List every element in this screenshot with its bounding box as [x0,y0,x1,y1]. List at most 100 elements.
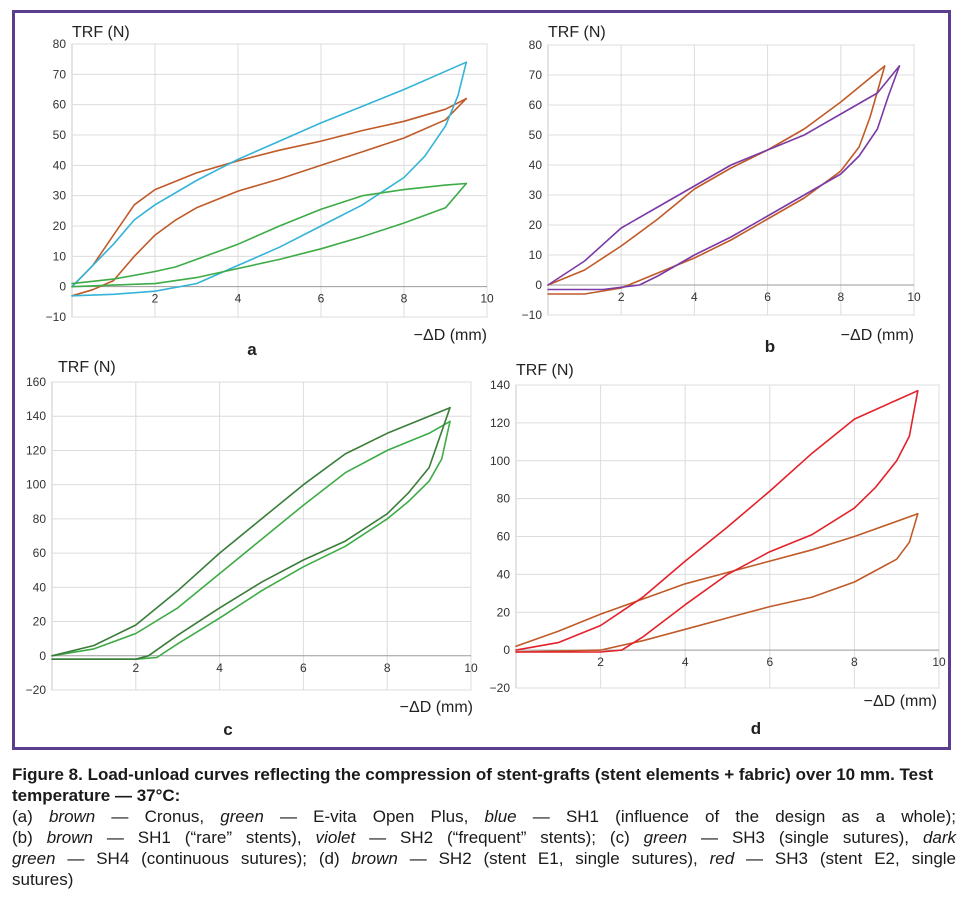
caption-run: green [643,828,688,847]
y-tick-label: 60 [53,98,67,112]
y-tick-label: 0 [59,280,66,294]
x-axis-title: −ΔD (mm) [864,693,937,710]
plot-area [71,43,488,318]
caption-line: (b) brown — SH1 (“rare” stents), violet … [12,827,956,848]
y-tick-label: 20 [53,219,67,233]
x-tick-label: 4 [682,655,689,669]
x-tick-label: 8 [384,661,391,675]
x-tick-label: 2 [618,290,625,304]
panel-label: c [223,720,232,739]
y-tick-label: 0 [503,643,510,657]
caption-run: — E-vita Open Plus, [263,807,485,826]
y-tick-label: 70 [529,68,543,82]
y-tick-label: 40 [33,580,47,594]
y-axis-title: TRF (N) [548,24,606,41]
chart-panel-d: −20 0 20 40 60 80 100 120 140 2 4 6 8 10 TRF (N) −ΔD (m… [490,362,946,738]
x-tick-label: 2 [132,661,139,675]
panel-label: d [751,719,761,738]
series-1-load-curve [547,65,901,291]
caption-title: Figure 8. Load-unload curves reflecting … [12,765,934,805]
caption-run: red [709,849,735,868]
series-0-unload-curve [51,420,451,657]
caption-run: brown [351,849,398,868]
y-tick-label: 60 [529,98,543,112]
x-tick-label: 4 [216,661,223,675]
caption-line: (a) brown — Cronus, green — E-vita Open … [12,806,956,827]
caption-run: brown [46,828,93,847]
caption-run: dark [922,828,957,847]
y-tick-label: 0 [39,649,46,663]
caption-run: — SH1 (influence of the design as a whol… [516,807,957,826]
y-tick-label: 30 [53,189,67,203]
y-tick-label: 80 [33,512,47,526]
series-1-unload-curve [51,406,451,657]
caption-run: — SH1 (“rare” stents), [93,828,316,847]
y-tick-label: −20 [26,683,47,697]
caption-line: green — SH4 (continuous sutures); (d) br… [12,848,956,869]
x-tick-label: 2 [152,292,159,306]
caption-run: violet [315,828,356,847]
x-tick-label: 4 [691,290,698,304]
y-tick-label: 100 [26,478,46,492]
series-1-load-curve [71,61,468,297]
y-tick-label: 40 [497,567,511,581]
series-1-unload-curve [71,61,468,288]
chart-panel-b: −10 0 10 20 30 40 50 60 70 80 2 4 6 8 10 TRF (N) −ΔD (mm… [522,24,921,356]
x-tick-label: 8 [837,290,844,304]
x-tick-label: 10 [480,292,494,306]
series-0-load-curve [51,420,451,660]
x-tick-label: 6 [318,292,325,306]
caption-body: (a) brown — Cronus, green — E-vita Open … [12,806,956,890]
caption-run: — SH3 (stent E2, single [734,849,957,868]
series-0-unload-curve [547,65,886,286]
y-tick-label: 50 [529,128,543,142]
y-tick-label: −20 [490,681,511,695]
y-tick-label: 80 [497,492,511,506]
x-tick-label: 6 [766,655,773,669]
series-1-load-curve [51,406,451,660]
chart-panel-c: −20 0 20 40 60 80 100 120 140 160 2 4 6 8 10 TRF (N) −ΔD… [26,359,478,739]
y-tick-label: 20 [497,605,511,619]
caption-run: (b) [12,828,47,847]
caption-run: — SH2 (“frequent” stents); (c) [355,828,644,847]
y-tick-label: 120 [490,416,510,430]
plot-area [547,44,915,316]
caption-line: sutures) [12,869,956,890]
series-1-unload-curve [515,389,919,651]
panel-label: b [765,337,775,356]
y-tick-label: 0 [535,278,542,292]
panel-label: a [247,340,257,359]
y-tick-label: 80 [529,38,543,52]
x-tick-label: 10 [907,290,921,304]
caption-run: green [220,807,264,826]
series-0-load-curve [71,97,468,297]
series-2-unload-curve [71,182,468,285]
series-0-unload-curve [71,97,468,288]
y-tick-label: 30 [529,188,543,202]
y-axis-title: TRF (N) [516,362,574,379]
y-tick-label: 140 [26,409,46,423]
plot-area [51,381,472,691]
caption-run: sutures) [12,870,74,889]
caption-run: — SH3 (single sutures), [687,828,923,847]
y-tick-label: 80 [53,37,67,51]
y-tick-label: 60 [497,530,511,544]
chart-panel-a: −10 0 10 20 30 40 50 60 70 80 2 4 6 8 10 TRF (N) −ΔD (mm… [46,24,494,359]
series-0-load-curve [547,65,886,295]
caption-run: — Cronus, [95,807,221,826]
x-tick-label: 6 [764,290,771,304]
y-tick-label: 20 [33,615,47,629]
caption-run: green [12,849,56,868]
caption-run: blue [484,807,517,826]
y-axis-title: TRF (N) [72,24,130,41]
x-axis-title: −ΔD (mm) [400,699,473,716]
y-tick-label: 40 [529,158,543,172]
y-tick-label: 40 [53,158,67,172]
y-tick-label: 140 [490,378,510,392]
x-tick-label: 2 [597,655,604,669]
x-axis-title: −ΔD (mm) [841,327,914,344]
series-0-load-curve [515,513,919,653]
x-tick-label: 4 [235,292,242,306]
y-tick-label: 10 [529,248,543,262]
series-1-load-curve [515,389,919,653]
